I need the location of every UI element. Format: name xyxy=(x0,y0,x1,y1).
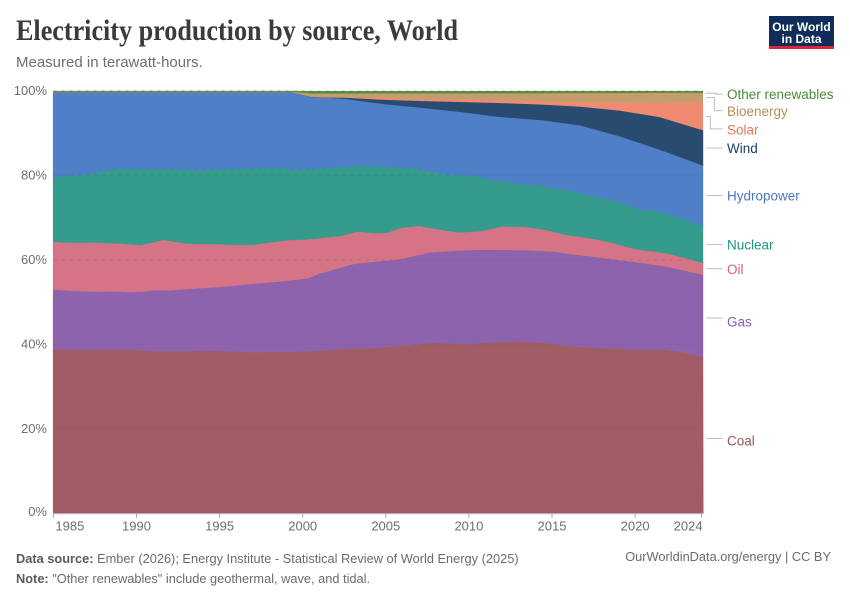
svg-text:1985: 1985 xyxy=(55,519,84,534)
svg-text:0%: 0% xyxy=(28,504,47,519)
svg-text:Gas: Gas xyxy=(727,315,752,330)
svg-text:1995: 1995 xyxy=(205,519,234,534)
svg-text:1990: 1990 xyxy=(122,519,151,534)
svg-text:60%: 60% xyxy=(21,252,47,267)
svg-text:2020: 2020 xyxy=(621,519,650,534)
svg-text:Oil: Oil xyxy=(727,262,744,277)
svg-text:Hydropower: Hydropower xyxy=(727,189,800,204)
svg-text:20%: 20% xyxy=(21,421,47,436)
svg-text:80%: 80% xyxy=(21,167,47,182)
svg-text:2015: 2015 xyxy=(538,519,567,534)
svg-text:40%: 40% xyxy=(21,336,47,351)
svg-text:2024: 2024 xyxy=(674,519,703,534)
svg-text:Bioenergy: Bioenergy xyxy=(727,104,788,119)
svg-text:Other renewables: Other renewables xyxy=(727,87,834,102)
svg-text:Solar: Solar xyxy=(727,122,759,137)
svg-text:Wind: Wind xyxy=(727,141,758,156)
svg-text:Coal: Coal xyxy=(727,434,755,449)
svg-text:2010: 2010 xyxy=(454,519,483,534)
svg-text:2000: 2000 xyxy=(288,519,317,534)
svg-text:2005: 2005 xyxy=(371,519,400,534)
svg-text:Nuclear: Nuclear xyxy=(727,238,774,253)
svg-text:100%: 100% xyxy=(14,83,48,98)
